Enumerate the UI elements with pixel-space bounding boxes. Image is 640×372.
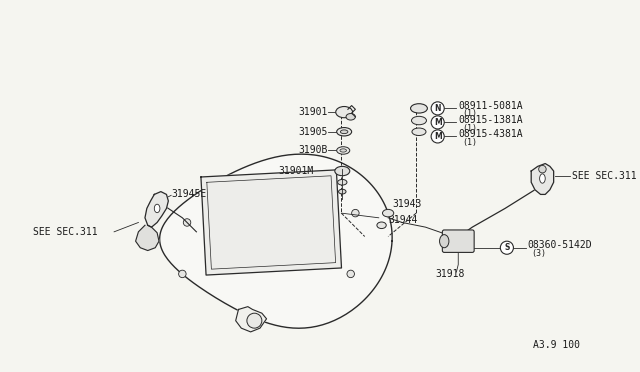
Text: M: M <box>434 118 442 127</box>
Text: (1): (1) <box>462 109 477 119</box>
Ellipse shape <box>412 128 426 135</box>
Ellipse shape <box>377 222 387 228</box>
Text: 08915-1381A: 08915-1381A <box>458 115 523 125</box>
Ellipse shape <box>335 166 350 176</box>
Text: SEE SEC.311: SEE SEC.311 <box>33 227 97 237</box>
Text: 08911-5081A: 08911-5081A <box>458 100 523 110</box>
Text: 3190B: 3190B <box>298 145 327 155</box>
Ellipse shape <box>346 113 355 120</box>
Text: A3.9 100: A3.9 100 <box>533 340 580 350</box>
Polygon shape <box>159 154 392 328</box>
Circle shape <box>431 102 444 115</box>
Polygon shape <box>201 170 342 275</box>
Ellipse shape <box>540 174 545 183</box>
Ellipse shape <box>340 130 348 134</box>
Circle shape <box>179 270 186 278</box>
Text: 31901: 31901 <box>298 107 327 117</box>
Text: N: N <box>435 104 441 113</box>
Circle shape <box>500 241 513 254</box>
Polygon shape <box>145 192 168 227</box>
Circle shape <box>183 219 191 226</box>
Ellipse shape <box>440 235 449 248</box>
FancyBboxPatch shape <box>442 230 474 252</box>
Text: 31905: 31905 <box>298 127 327 137</box>
Ellipse shape <box>337 147 350 154</box>
Text: M: M <box>434 132 442 141</box>
Polygon shape <box>531 164 554 195</box>
Polygon shape <box>136 225 159 250</box>
Ellipse shape <box>383 209 394 217</box>
Text: S: S <box>504 243 509 252</box>
Ellipse shape <box>154 204 160 213</box>
Text: 31943: 31943 <box>393 199 422 209</box>
Circle shape <box>431 130 444 143</box>
Circle shape <box>351 209 359 217</box>
Text: SEE SEC.311: SEE SEC.311 <box>572 171 637 181</box>
Polygon shape <box>236 307 266 332</box>
Ellipse shape <box>339 189 346 194</box>
Text: 08915-4381A: 08915-4381A <box>458 129 523 139</box>
Ellipse shape <box>340 149 346 152</box>
Text: (1): (1) <box>462 124 477 132</box>
Text: 31918: 31918 <box>435 269 464 279</box>
Circle shape <box>539 166 546 173</box>
Ellipse shape <box>336 106 353 118</box>
Circle shape <box>347 270 355 278</box>
Ellipse shape <box>412 116 426 125</box>
Text: 31901M: 31901M <box>278 166 314 176</box>
Ellipse shape <box>338 179 347 185</box>
Text: 31945E: 31945E <box>171 189 206 199</box>
Text: 08360-5142D: 08360-5142D <box>527 240 592 250</box>
Text: (3): (3) <box>531 249 546 258</box>
Circle shape <box>247 313 262 328</box>
Text: 31944: 31944 <box>388 215 417 225</box>
Ellipse shape <box>410 104 428 113</box>
Ellipse shape <box>337 128 351 136</box>
Text: (1): (1) <box>462 138 477 147</box>
Circle shape <box>431 116 444 129</box>
